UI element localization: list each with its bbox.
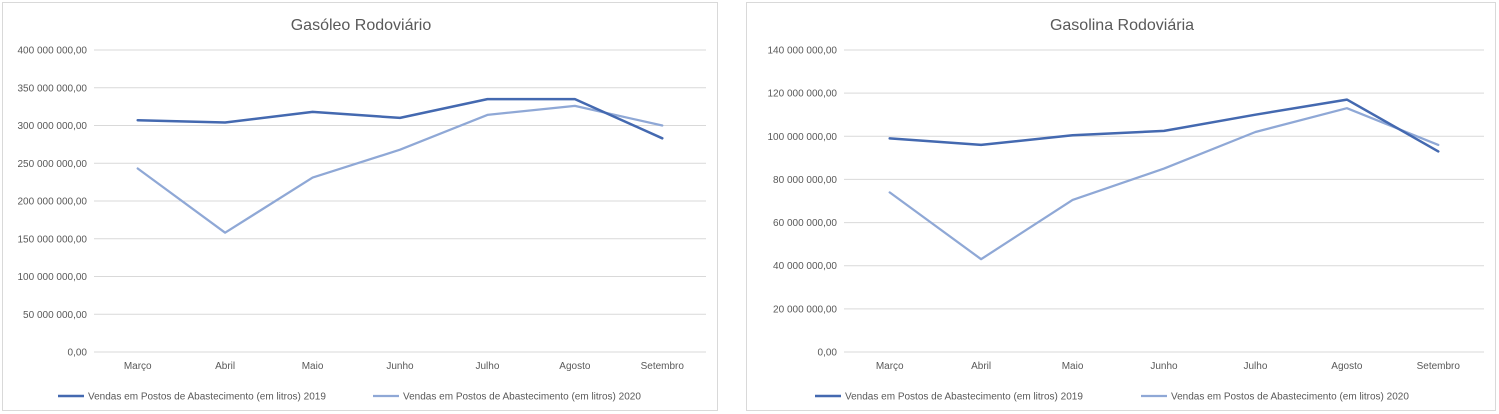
y-tick-label: 0,00 <box>68 348 88 359</box>
x-tick-label: Junho <box>1150 361 1178 372</box>
x-tick-label: Março <box>124 361 152 372</box>
x-tick-label: Abril <box>971 361 991 372</box>
chart-panel-gasolina: Gasolina Rodoviária 0,00 20 000 000,00 40 … <box>746 2 1496 411</box>
y-tick-label: 120 000 000,00 <box>767 89 837 100</box>
x-tick-label: Abril <box>215 361 235 372</box>
x-tick-label: Junho <box>386 361 414 372</box>
chart-panel-gasoleo: Gasóleo Rodoviário 0,00 50 000 000,00 100 … <box>2 2 718 411</box>
legend-label: Vendas em Postos de Abastecimento (em li… <box>403 392 641 403</box>
series-line-2020 <box>136 104 664 234</box>
chart-title: Gasolina Rodoviária <box>1050 17 1194 34</box>
y-tick-label: 80 000 000,00 <box>773 175 837 186</box>
y-tick-label: 300 000 000,00 <box>17 121 87 132</box>
x-tick-label: Maio <box>302 361 324 372</box>
legend-label: Vendas em Postos de Abastecimento (em li… <box>88 392 326 403</box>
x-tick-label: Julho <box>475 361 499 372</box>
x-tick-label: Setembro <box>641 361 685 372</box>
x-tick-label: Maio <box>1062 361 1084 372</box>
legend-label: Vendas em Postos de Abastecimento (em li… <box>1171 392 1409 403</box>
series-line-2019 <box>136 97 664 140</box>
series-line-2020 <box>888 107 1440 261</box>
y-tick-label: 20 000 000,00 <box>773 304 837 315</box>
x-tick-label: Agosto <box>559 361 591 372</box>
y-tick-label: 60 000 000,00 <box>773 218 837 229</box>
y-tick-label: 200 000 000,00 <box>17 197 87 208</box>
x-tick-label: Março <box>876 361 904 372</box>
y-tick-label: 250 000 000,00 <box>17 159 87 170</box>
y-tick-label: 400 000 000,00 <box>17 46 87 57</box>
y-tick-label: 350 000 000,00 <box>17 83 87 94</box>
x-tick-label: Julho <box>1243 361 1267 372</box>
y-tick-label: 140 000 000,00 <box>767 46 837 57</box>
y-tick-label: 100 000 000,00 <box>17 272 87 283</box>
chart-title: Gasóleo Rodoviário <box>291 17 432 34</box>
legend-label: Vendas em Postos de Abastecimento (em li… <box>845 392 1083 403</box>
y-tick-label: 100 000 000,00 <box>767 132 837 143</box>
x-tick-label: Setembro <box>1417 361 1461 372</box>
x-tick-label: Agosto <box>1331 361 1363 372</box>
y-tick-label: 150 000 000,00 <box>17 234 87 245</box>
series-line-2019 <box>888 98 1440 153</box>
y-tick-label: 0,00 <box>818 348 838 359</box>
chart-gasoleo: Gasóleo Rodoviário 0,00 50 000 000,00 100 … <box>17 17 706 403</box>
chart-gasolina: Gasolina Rodoviária 0,00 20 000 000,00 40 … <box>767 17 1484 403</box>
y-tick-label: 40 000 000,00 <box>773 261 837 272</box>
y-tick-label: 50 000 000,00 <box>23 310 87 321</box>
